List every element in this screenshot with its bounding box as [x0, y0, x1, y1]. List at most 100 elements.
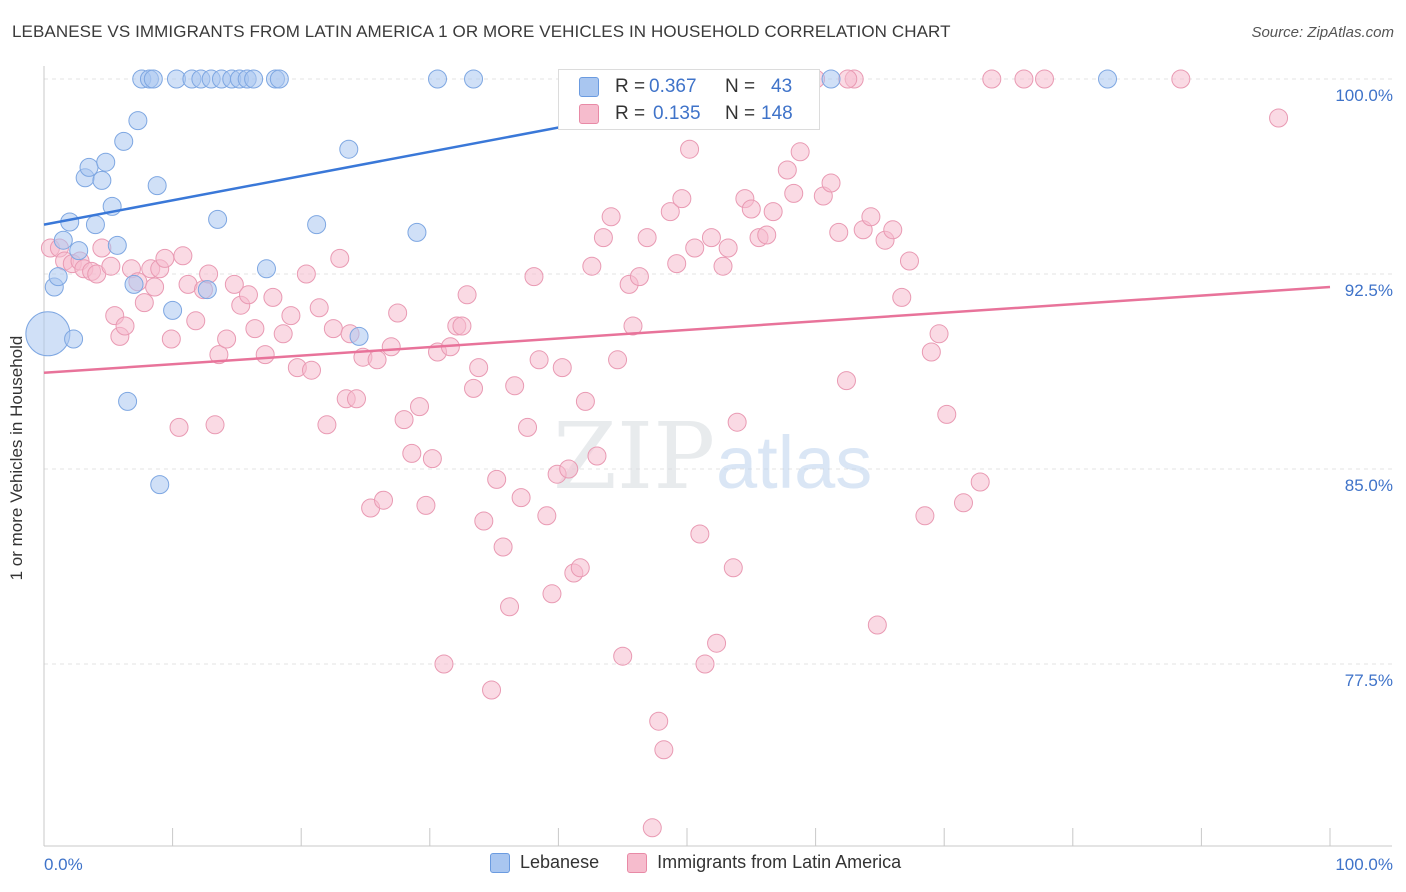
latin-point	[537, 506, 557, 526]
lebanese-point	[92, 170, 112, 190]
latin-point	[155, 248, 175, 268]
latin-point	[861, 207, 881, 227]
axes	[43, 66, 1392, 847]
r-value: 0.367	[649, 75, 697, 97]
latin-point	[145, 277, 165, 297]
series-lebanese-points	[25, 69, 1118, 495]
latin-point	[524, 267, 544, 287]
latin-point	[330, 248, 350, 268]
lebanese-point	[821, 69, 841, 89]
latin-point	[422, 449, 442, 469]
latin-point	[500, 597, 520, 617]
latin-point	[718, 238, 738, 258]
latin-point	[701, 228, 721, 248]
latin-point	[629, 267, 649, 287]
lebanese-point	[118, 391, 138, 411]
latin-point	[892, 287, 912, 307]
lebanese-point	[269, 69, 289, 89]
stats-legend: R = 0.367 N = 43 R = 0.135 N = 148	[558, 69, 820, 130]
latin-point	[169, 417, 189, 437]
legend-item-latin[interactable]: Immigrants from Latin America	[627, 852, 901, 873]
latin-point	[381, 337, 401, 357]
latin-point	[281, 306, 301, 326]
latin-point	[552, 358, 572, 378]
latin-point	[642, 818, 662, 838]
latin-point	[367, 350, 387, 370]
watermark-zip: ZIP	[553, 403, 715, 510]
latin-point	[654, 740, 674, 760]
latin-point	[217, 329, 237, 349]
latin-point	[690, 524, 710, 544]
watermark: ZIP atlas	[553, 403, 872, 510]
lebanese-point	[147, 176, 167, 196]
legend-item-lebanese[interactable]: Lebanese	[490, 852, 599, 873]
latin-point	[1014, 69, 1034, 89]
latin-point	[713, 256, 733, 276]
latin-point	[1171, 69, 1191, 89]
latin-point	[777, 160, 797, 180]
latin-point	[464, 378, 484, 398]
latin-point	[667, 254, 687, 274]
latin-point	[410, 397, 430, 417]
r-label: R =	[615, 75, 646, 97]
y-tick-label: 77.5%	[1345, 671, 1393, 690]
latin-point	[899, 251, 919, 271]
latin-point	[529, 350, 549, 370]
latin-point	[245, 319, 265, 339]
latin-point	[457, 285, 477, 305]
latin-swatch	[579, 103, 599, 124]
latin-point	[474, 511, 494, 531]
latin-point	[727, 412, 747, 432]
latin-point	[416, 495, 436, 515]
lebanese-point	[464, 69, 484, 89]
latin-point	[784, 183, 804, 203]
latin-point	[296, 264, 316, 284]
latin-point	[613, 646, 633, 666]
latin-point	[394, 410, 414, 430]
legend: Lebanese Immigrants from Latin America	[490, 852, 929, 873]
latin-point	[518, 417, 538, 437]
latin-point	[186, 311, 206, 331]
lebanese-point	[64, 329, 84, 349]
latin-point	[685, 238, 705, 258]
latin-point	[469, 358, 489, 378]
latin-point	[723, 558, 743, 578]
lebanese-swatch	[579, 76, 599, 97]
y-tick-label: 85.0%	[1345, 476, 1393, 495]
latin-point	[970, 472, 990, 492]
latin-point	[867, 615, 887, 635]
latin-point	[209, 345, 229, 365]
latin-point	[695, 654, 715, 674]
latin-point	[587, 446, 607, 466]
lebanese-point	[208, 209, 228, 229]
lebanese-point	[107, 235, 127, 255]
latin-point	[821, 173, 841, 193]
latin-point	[388, 303, 408, 323]
lebanese-point	[85, 215, 105, 235]
latin-point	[836, 371, 856, 391]
latin-point	[238, 285, 258, 305]
latin-point	[637, 228, 657, 248]
n-value: 43	[771, 75, 793, 97]
lebanese-point	[307, 215, 327, 235]
latin-point	[511, 488, 531, 508]
tick-labels: 100.0% 92.5% 85.0% 77.5% 0.0% 100.0%	[44, 86, 1393, 874]
latin-point	[593, 228, 613, 248]
latin-trend-line	[43, 285, 1331, 375]
latin-point	[790, 142, 810, 162]
latin-point	[982, 69, 1002, 89]
n-value: 148	[761, 102, 793, 124]
latin-point	[623, 316, 643, 336]
latin-point	[374, 490, 394, 510]
lebanese-point	[124, 274, 144, 294]
n-label: N =	[725, 102, 756, 124]
latin-point	[575, 391, 595, 411]
latin-point	[452, 316, 472, 336]
latin-point	[134, 293, 154, 313]
grid-lines	[44, 78, 1392, 665]
chart-source: Source: ZipAtlas.com	[1251, 24, 1394, 41]
latin-point	[1035, 69, 1055, 89]
x-tick-label-max: 100.0%	[1335, 855, 1393, 874]
latin-point	[115, 316, 135, 336]
